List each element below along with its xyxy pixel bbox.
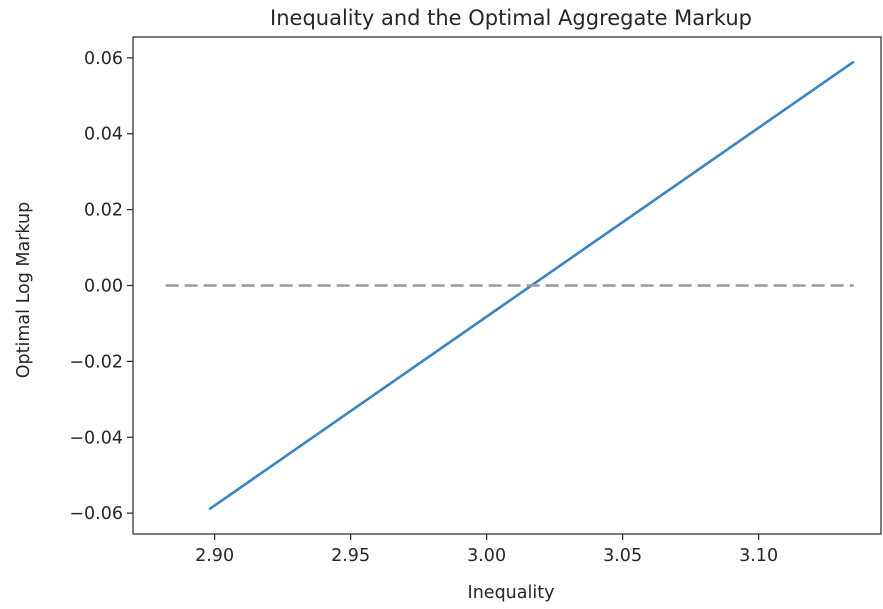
x-axis-label: Inequality bbox=[468, 583, 555, 603]
x-tick-label: 2.95 bbox=[331, 546, 370, 566]
y-axis-label: Optimal Log Markup bbox=[14, 202, 34, 378]
y-tick-label: 0.00 bbox=[84, 277, 123, 297]
plot-area bbox=[165, 60, 855, 511]
y-tick-label: −0.06 bbox=[69, 504, 123, 524]
y-tick-label: −0.04 bbox=[69, 428, 123, 448]
x-tick-label: 3.10 bbox=[739, 546, 778, 566]
x-axis: 2.90 2.95 3.00 3.05 3.10 bbox=[195, 534, 778, 566]
y-tick-label: 0.02 bbox=[84, 201, 123, 221]
y-tick-label: 0.06 bbox=[84, 49, 123, 69]
x-tick-label: 2.90 bbox=[195, 546, 234, 566]
x-tick-label: 3.05 bbox=[603, 546, 642, 566]
y-axis: 0.06 0.04 0.02 0.00 −0.02 −0.04 −0.06 bbox=[69, 49, 133, 524]
chart-title: Inequality and the Optimal Aggregate Mar… bbox=[270, 6, 752, 30]
y-tick-label: 0.04 bbox=[84, 125, 123, 145]
y-tick-label: −0.02 bbox=[69, 352, 123, 372]
x-tick-label: 3.00 bbox=[467, 546, 506, 566]
